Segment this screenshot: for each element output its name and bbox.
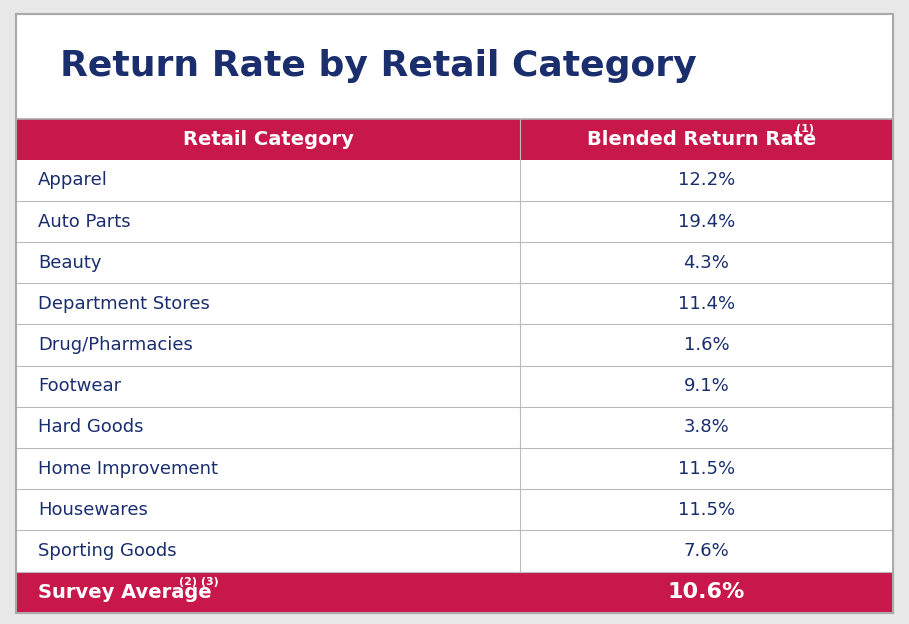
Text: 19.4%: 19.4% bbox=[678, 213, 735, 230]
Text: 1.6%: 1.6% bbox=[684, 336, 729, 354]
Bar bbox=[16, 324, 893, 366]
Text: Hard Goods: Hard Goods bbox=[38, 419, 144, 436]
Text: 11.5%: 11.5% bbox=[678, 460, 735, 477]
Text: Department Stores: Department Stores bbox=[38, 295, 210, 313]
Text: Sporting Goods: Sporting Goods bbox=[38, 542, 177, 560]
Bar bbox=[16, 201, 893, 242]
Bar bbox=[16, 160, 893, 201]
Text: 3.8%: 3.8% bbox=[684, 419, 729, 436]
Bar bbox=[16, 366, 893, 407]
Text: Beauty: Beauty bbox=[38, 254, 102, 271]
Bar bbox=[16, 407, 893, 448]
Text: Footwear: Footwear bbox=[38, 378, 122, 395]
Text: 11.4%: 11.4% bbox=[678, 295, 735, 313]
Text: 4.3%: 4.3% bbox=[684, 254, 729, 271]
Text: (2) (3): (2) (3) bbox=[179, 577, 219, 587]
Text: 9.1%: 9.1% bbox=[684, 378, 729, 395]
Text: Housewares: Housewares bbox=[38, 501, 148, 519]
Bar bbox=[16, 283, 893, 324]
Bar bbox=[16, 530, 893, 572]
Bar bbox=[16, 572, 893, 613]
Text: Apparel: Apparel bbox=[38, 172, 108, 189]
Bar bbox=[16, 448, 893, 489]
Text: Return Rate by Retail Category: Return Rate by Retail Category bbox=[60, 49, 697, 83]
Bar bbox=[16, 242, 893, 283]
Text: (1): (1) bbox=[795, 124, 814, 134]
Text: Blended Return Rate: Blended Return Rate bbox=[587, 130, 816, 149]
Text: 12.2%: 12.2% bbox=[678, 172, 735, 189]
Bar bbox=[16, 119, 893, 160]
Text: 7.6%: 7.6% bbox=[684, 542, 729, 560]
Text: Auto Parts: Auto Parts bbox=[38, 213, 131, 230]
Text: Retail Category: Retail Category bbox=[183, 130, 354, 149]
Text: Home Improvement: Home Improvement bbox=[38, 460, 218, 477]
Text: Drug/Pharmacies: Drug/Pharmacies bbox=[38, 336, 193, 354]
Text: 11.5%: 11.5% bbox=[678, 501, 735, 519]
Text: Survey Average: Survey Average bbox=[38, 583, 212, 602]
Text: 10.6%: 10.6% bbox=[668, 582, 745, 602]
Bar bbox=[16, 489, 893, 530]
